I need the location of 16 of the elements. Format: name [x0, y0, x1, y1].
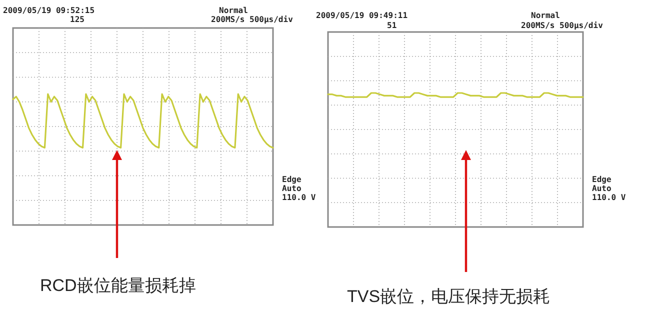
- annotation: Normal: [219, 6, 248, 15]
- annotation: Edge: [592, 175, 612, 184]
- annotation: TVS嵌位，电压保持无损耗: [347, 287, 550, 306]
- annotation: 200MS/s 500μs/div: [521, 21, 603, 30]
- annotation: 51: [387, 21, 397, 30]
- annotation: Auto: [282, 184, 302, 193]
- annotation: 2009/05/19 09:52:15: [3, 6, 95, 15]
- annotation: 200MS/s 500μs/div: [211, 15, 293, 24]
- annotation: 110.0 V: [282, 193, 316, 202]
- annotation: RCD嵌位能量损耗掉: [40, 276, 196, 295]
- annotation: Auto: [592, 184, 612, 193]
- annotation: 2009/05/19 09:49:11: [316, 11, 408, 20]
- annotation: Edge: [282, 175, 302, 184]
- annotation: 110.0 V: [592, 193, 626, 202]
- annotation: 125: [70, 15, 84, 24]
- annotation: Normal: [531, 11, 560, 20]
